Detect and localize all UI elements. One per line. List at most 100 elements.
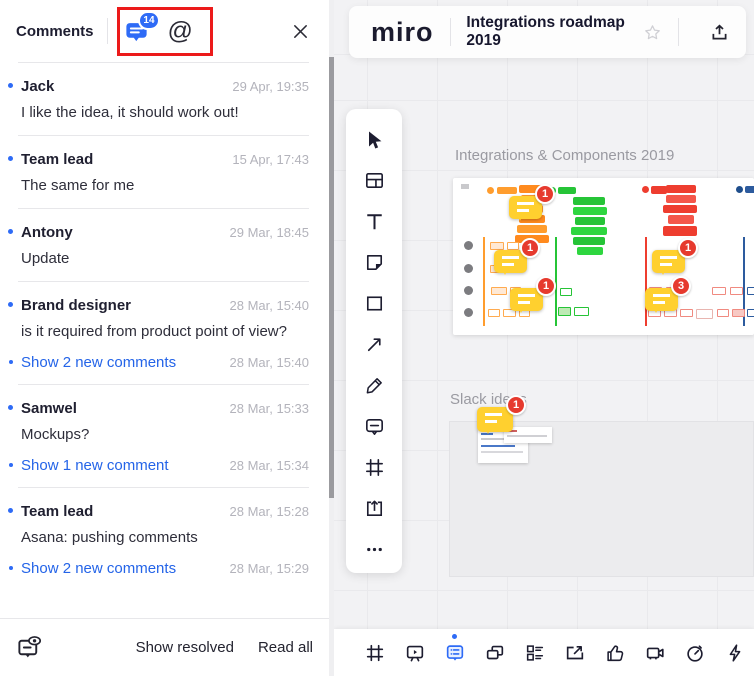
screen-share-button[interactable] (564, 642, 586, 664)
timer-icon (687, 644, 703, 662)
mini-decor (490, 242, 504, 250)
comment-time: 28 Mar, 15:34 (229, 458, 310, 473)
comment-marker-badge: 1 (535, 184, 555, 204)
comment-item[interactable]: Team lead 15 Apr, 17:43 The same for me (0, 136, 329, 208)
comment-marker-bubble (509, 196, 542, 221)
cards-button[interactable] (524, 642, 546, 664)
comment-marker[interactable]: 3 (645, 276, 691, 313)
divider (449, 18, 451, 46)
mini-decor (481, 438, 521, 440)
show-resolved-button[interactable]: Show resolved (135, 639, 234, 656)
comment-item[interactable]: Brand designer 28 Mar, 15:40 is it requi… (0, 282, 329, 384)
mini-decor (747, 309, 754, 317)
thumbs-up-icon (607, 644, 624, 661)
board-title[interactable]: Integrations roadmap 2019 (466, 14, 625, 49)
mini-decor (488, 309, 500, 317)
mini-decor (712, 287, 726, 295)
show-new-comments-link[interactable]: Show 2 new comments (21, 560, 177, 577)
panel-scrollbar-track[interactable] (329, 0, 334, 676)
activity-button[interactable] (724, 642, 746, 664)
header-divider (106, 18, 108, 44)
divider (18, 487, 309, 488)
show-new-comments-link[interactable]: Show 2 new comments (21, 354, 177, 371)
mini-decor (558, 307, 571, 316)
mini-decor (487, 187, 494, 194)
mini-decor (573, 207, 607, 215)
templates-tool-button[interactable] (354, 160, 394, 201)
divider (18, 384, 309, 385)
unread-dot (9, 463, 13, 467)
comment-time: 28 Mar, 15:33 (229, 401, 310, 416)
frame-title-roadmap[interactable]: Integrations & Components 2019 (455, 147, 675, 164)
frames-icon (366, 644, 384, 661)
mini-decor (663, 205, 697, 213)
video-chat-button[interactable] (644, 642, 666, 664)
chat-button[interactable] (484, 642, 506, 664)
comments-feed-button[interactable]: 14 (122, 11, 160, 46)
text-tool-button[interactable] (354, 201, 394, 242)
comment-item[interactable]: Jack 29 Apr, 19:35 I like the idea, it s… (0, 63, 329, 135)
mini-decor (571, 227, 607, 235)
mini-decor (730, 287, 743, 295)
comment-tool-button[interactable] (354, 406, 394, 447)
comment-marker[interactable]: 1 (494, 238, 540, 275)
comment-marker-bubble (477, 407, 513, 434)
creation-toolbar (346, 109, 402, 573)
comment-marker-bubble (510, 288, 543, 313)
read-all-button[interactable]: Read all (257, 639, 313, 656)
more-tools-button[interactable] (354, 529, 394, 570)
pen-icon (366, 378, 382, 394)
comment-marker-bubble (645, 288, 678, 313)
comment-marker[interactable]: 1 (477, 395, 526, 434)
shape-tool-button[interactable] (354, 283, 394, 324)
video-camera-icon (646, 647, 664, 659)
arrow-tool-button[interactable] (354, 324, 394, 365)
export-board-button[interactable] (709, 22, 730, 43)
mini-decor (481, 451, 523, 453)
resolved-comments-button[interactable] (16, 634, 43, 661)
frame-tool-button[interactable] (354, 447, 394, 488)
mini-decor (503, 309, 516, 317)
comment-marker[interactable]: 1 (652, 238, 698, 275)
mini-decor (507, 435, 547, 437)
active-tool-dot (452, 634, 457, 639)
select-tool-button[interactable] (354, 119, 394, 160)
close-panel-button[interactable] (285, 16, 315, 46)
upload-icon (366, 500, 382, 517)
comment-icon (365, 418, 383, 435)
panel-title: Comments (16, 22, 94, 40)
templates-icon (365, 172, 383, 189)
mini-decor (663, 226, 697, 236)
board-canvas[interactable]: miro Integrations roadmap 2019 (334, 0, 754, 676)
favorite-star-icon[interactable] (643, 23, 662, 42)
export-icon (712, 23, 727, 39)
comment-author: Jack (21, 78, 55, 95)
comment-marker[interactable]: 1 (510, 276, 556, 313)
panel-scrollbar-thumb[interactable] (329, 57, 334, 498)
mentions-icon[interactable]: @ (167, 16, 193, 45)
close-icon (293, 24, 307, 38)
comments-panel-footer: Show resolved Read all (0, 618, 329, 676)
pen-tool-button[interactable] (354, 365, 394, 406)
comment-item[interactable]: Antony 29 Mar, 18:45 Update (0, 209, 329, 281)
show-new-comments-link[interactable]: Show 1 new comment (21, 457, 169, 474)
comment-marker-bubble (652, 250, 685, 275)
mini-decor (483, 237, 485, 326)
upload-tool-button[interactable] (354, 488, 394, 529)
sticky-note-tool-button[interactable] (354, 242, 394, 283)
comment-marker[interactable]: 1 (509, 184, 555, 221)
comment-item[interactable]: Samwel 28 Mar, 15:33 Mockups? Show 1 new… (0, 385, 329, 487)
comment-marker-badge: 3 (671, 276, 691, 296)
mini-decor (464, 286, 473, 295)
miro-logo[interactable]: miro (371, 16, 434, 47)
mini-decor (461, 184, 469, 189)
slack-screenshot-thumbnail[interactable] (504, 427, 552, 443)
frames-panel-button[interactable] (364, 642, 386, 664)
reactions-button[interactable] (604, 642, 626, 664)
comments-feed-button-bottom[interactable] (444, 642, 466, 664)
comment-item[interactable]: Team lead 28 Mar, 15:28 Asana: pushing c… (0, 488, 329, 590)
timer-button[interactable] (684, 642, 706, 664)
mini-decor (642, 186, 649, 193)
presentation-button[interactable] (404, 642, 426, 664)
